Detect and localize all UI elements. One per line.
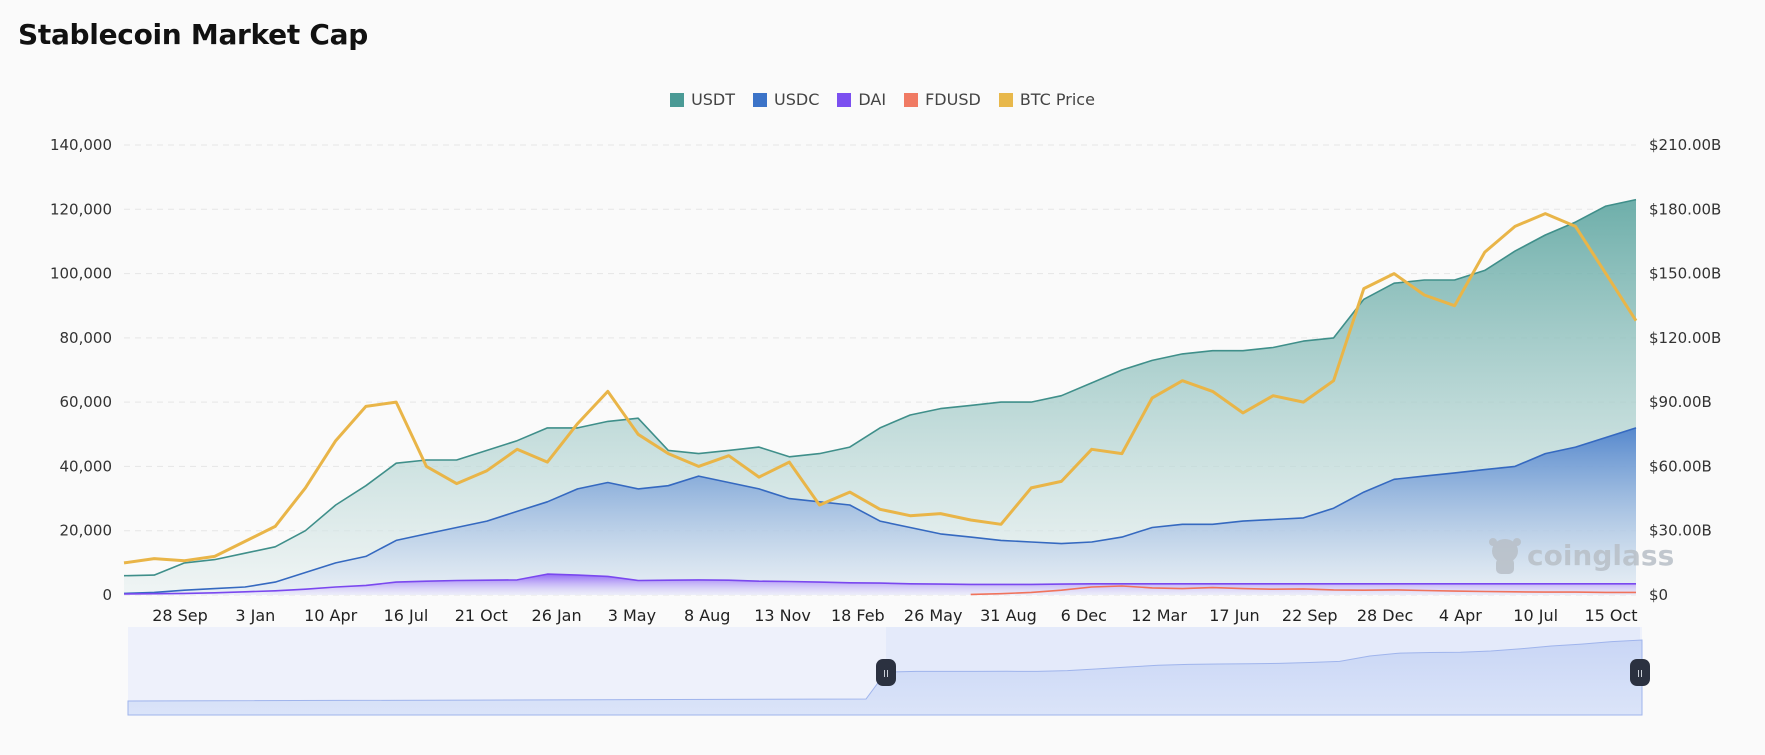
- y-tick-label: 120,000: [50, 200, 112, 218]
- dai-area: [124, 574, 1636, 595]
- usdc-swatch-icon: [753, 92, 768, 107]
- y-tick-label-right: $210.00B: [1649, 136, 1721, 154]
- range-navigator[interactable]: II II: [127, 627, 1650, 716]
- x-tick-label: 18 Feb: [831, 606, 885, 625]
- usdt-swatch-icon: [670, 92, 685, 107]
- dai-line[interactable]: [123, 573, 1636, 595]
- y-tick-label: 40,000: [60, 457, 113, 475]
- x-tick-label: 13 Nov: [754, 606, 811, 625]
- y-axis-left: 0 20,000 40,000 60,000 80,000 100,000 120,000 1…: [50, 136, 112, 604]
- x-tick-label: 28 Sep: [152, 606, 208, 625]
- y-tick-label: 80,000: [60, 329, 113, 347]
- legend-label: FDUSD: [925, 90, 981, 109]
- chart-legend: USDT USDC DAI FDUSD BTC Price: [0, 90, 1765, 109]
- y-tick-label-right: $30.00B: [1649, 522, 1712, 540]
- x-tick-label: 21 Oct: [455, 606, 508, 625]
- usdt-line[interactable]: [123, 198, 1637, 577]
- legend-item-dai[interactable]: DAI: [837, 90, 886, 109]
- series-lines: [123, 212, 1638, 565]
- btc-price-line[interactable]: [123, 212, 1638, 565]
- y-tick-label: 0: [102, 586, 112, 604]
- y-axis-right: $0 $30.00B $60.00B $90.00B $120.00B $150.00B $…: [1649, 136, 1721, 604]
- fdusd-line[interactable]: [970, 585, 1636, 596]
- x-tick-label: 3 May: [608, 606, 656, 625]
- legend-item-usdc[interactable]: USDC: [753, 90, 819, 109]
- y-tick-label-right: $150.00B: [1649, 265, 1721, 283]
- watermark-text: coinglass: [1527, 539, 1674, 572]
- legend-item-btc-price[interactable]: BTC Price: [998, 90, 1095, 109]
- x-tick-label: 31 Aug: [980, 606, 1037, 625]
- y-tick-label-right: $0: [1649, 586, 1668, 604]
- x-axis: 28 Sep 3 Jan 10 Apr 16 Jul 21 Oct 26 Jan 3 May…: [152, 606, 1637, 625]
- coinglass-logo-icon: [1489, 538, 1521, 574]
- y-tick-label-right: $180.00B: [1649, 200, 1721, 218]
- dai-swatch-icon: [837, 92, 852, 107]
- x-tick-label: 26 Jan: [532, 606, 582, 625]
- navigator-left-handle[interactable]: II: [876, 659, 896, 686]
- legend-label: USDT: [691, 90, 736, 109]
- fdusd-swatch-icon: [904, 92, 919, 107]
- y-tick-label: 20,000: [60, 522, 113, 540]
- x-tick-label: 6 Dec: [1061, 606, 1107, 625]
- legend-label: DAI: [858, 90, 887, 109]
- legend-item-usdt[interactable]: USDT: [670, 90, 735, 109]
- y-tick-label: 140,000: [50, 136, 112, 154]
- x-tick-label: 22 Sep: [1282, 606, 1338, 625]
- page-title: Stablecoin Market Cap: [18, 18, 368, 51]
- coinglass-watermark: coinglass: [1489, 538, 1674, 574]
- legend-label: BTC Price: [1019, 90, 1095, 109]
- y-tick-label: 60,000: [60, 393, 113, 411]
- y-tick-label-right: $90.00B: [1649, 393, 1712, 411]
- usdc-line[interactable]: [123, 427, 1637, 595]
- legend-label: USDC: [774, 90, 820, 109]
- y-tick-label: 100,000: [50, 265, 112, 283]
- handle-grip-icon: II: [883, 669, 889, 680]
- y-tick-label-right: $120.00B: [1649, 329, 1721, 347]
- series-areas: [123, 198, 1637, 596]
- x-tick-label: 3 Jan: [235, 606, 275, 625]
- x-tick-label: 12 Mar: [1131, 606, 1187, 625]
- navigator-right-handle[interactable]: II: [1630, 659, 1650, 686]
- usdc-area: [124, 427, 1636, 595]
- x-tick-label: 10 Jul: [1513, 606, 1558, 625]
- x-tick-label: 8 Aug: [684, 606, 731, 625]
- legend-item-fdusd[interactable]: FDUSD: [904, 90, 981, 109]
- x-tick-label: 26 May: [904, 606, 963, 625]
- y-tick-label-right: $60.00B: [1649, 457, 1712, 475]
- x-tick-label: 28 Dec: [1357, 606, 1413, 625]
- btc-price-swatch-icon: [998, 92, 1013, 107]
- x-tick-label: 15 Oct: [1584, 606, 1637, 625]
- x-tick-label: 16 Jul: [384, 606, 429, 625]
- x-tick-label: 10 Apr: [304, 606, 358, 625]
- handle-grip-icon: II: [1637, 669, 1643, 680]
- x-tick-label: 4 Apr: [1439, 606, 1482, 625]
- x-tick-label: 17 Jun: [1209, 606, 1259, 625]
- usdt-area: [124, 199, 1636, 595]
